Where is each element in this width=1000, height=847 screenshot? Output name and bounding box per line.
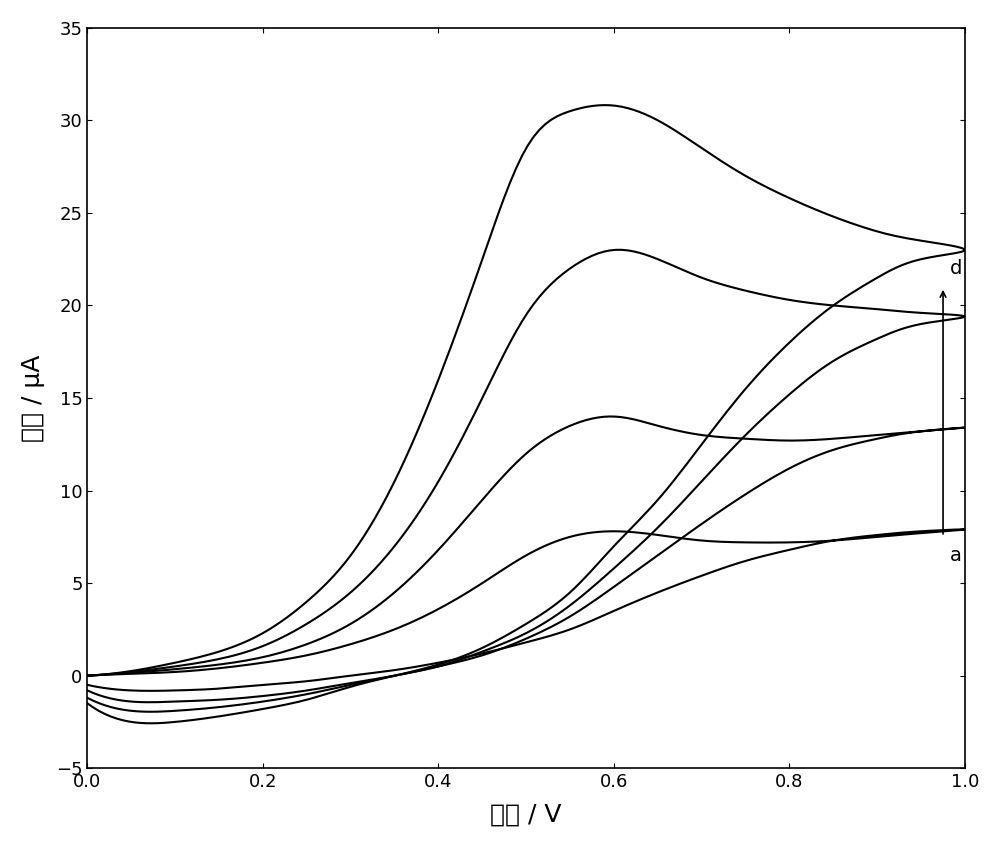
X-axis label: 电位 / V: 电位 / V <box>490 802 562 826</box>
Text: d: d <box>950 258 962 278</box>
Y-axis label: 电流 / μA: 电流 / μA <box>21 354 45 441</box>
Text: a: a <box>950 546 962 565</box>
